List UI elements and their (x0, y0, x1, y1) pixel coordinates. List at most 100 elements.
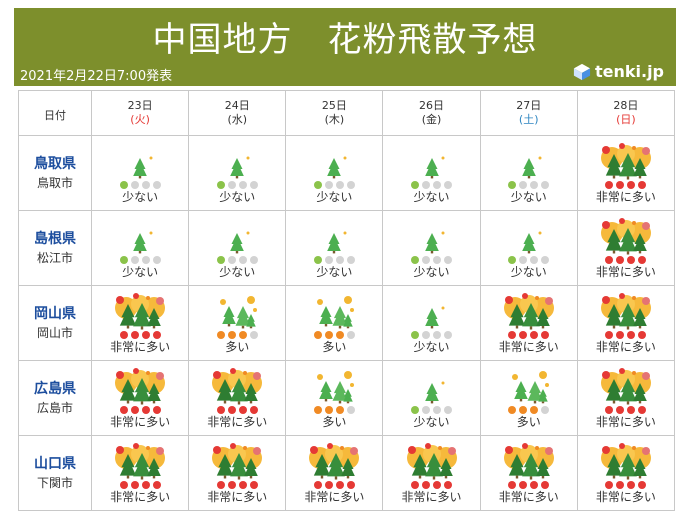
pollen-cloud (631, 445, 636, 450)
intensity-dot (216, 180, 225, 189)
pollen-cloud (618, 217, 625, 224)
intensity-dot (530, 255, 539, 264)
tree-shape (508, 303, 525, 326)
intensity-dot (519, 180, 528, 189)
single-tree-icon (424, 156, 445, 178)
tree-shape (230, 452, 249, 476)
forecast-cell: 非常に多い (285, 435, 384, 511)
intensity-dot (346, 480, 355, 489)
single-tree-icon (521, 231, 542, 253)
day-header: 25日 (木) (285, 90, 384, 136)
tree-shape (133, 452, 151, 476)
pollen-cloud (133, 292, 140, 299)
pollen-cloud (441, 306, 445, 309)
tree-shape (537, 388, 548, 402)
intensity-dot (605, 255, 614, 264)
pollen-cloud (441, 381, 445, 384)
title-banner: 中国地方 花粉飛散予想 2021年2月22日7:00発表 tenki.jp (14, 8, 676, 86)
intensity-dot (433, 255, 442, 264)
pollen-cloud (441, 231, 445, 234)
tree-shape (230, 157, 245, 176)
tree-shape (633, 307, 647, 326)
intensity-dots (383, 480, 479, 489)
forecast-cell: 多い (285, 360, 384, 436)
tree-trunk (515, 475, 518, 478)
pollen-level-label: 少ない (510, 189, 547, 204)
forecast-cell: 非常に多い (90, 285, 190, 361)
intensity-dots (189, 180, 285, 189)
intensity-dots (578, 405, 674, 414)
tree-shape (424, 307, 439, 326)
tree-shape (535, 457, 550, 476)
single-tree-icon (424, 306, 445, 328)
pollen-cloud (618, 442, 625, 449)
small-forest-icon (220, 295, 258, 328)
tree-trunk (527, 250, 530, 253)
tree-shape (424, 382, 439, 401)
intensity-dot (444, 330, 453, 339)
pollen-level-label: 非常に多い (110, 339, 171, 354)
pollen-cloud (350, 446, 359, 455)
forecast-cell: 少ない (479, 135, 578, 211)
intensity-dot (335, 480, 344, 489)
dense-forest-icon (503, 292, 554, 330)
intensity-dot (227, 330, 236, 339)
intensity-dot (541, 480, 550, 489)
pollen-cloud (631, 220, 636, 225)
intensity-dots (189, 405, 285, 414)
tree-shape (424, 157, 439, 176)
forecast-cell: 少ない (188, 210, 287, 286)
issued-timestamp: 2021年2月22日7:00発表 (20, 69, 173, 84)
tree-shape (605, 153, 623, 176)
tree-trunk (541, 475, 544, 478)
tree-trunk (138, 250, 142, 253)
intensity-dot (541, 405, 550, 414)
intensity-dot (249, 330, 258, 339)
tree-shape (633, 232, 647, 251)
pollen-cloud (504, 295, 513, 304)
intensity-dot (346, 255, 355, 264)
intensity-dot (227, 180, 236, 189)
intensity-dot (249, 255, 258, 264)
intensity-dot (313, 405, 322, 414)
tree-trunk (638, 250, 642, 253)
intensity-dot (616, 255, 625, 264)
day-weekday: (金) (421, 113, 442, 126)
day-date: 24日 (224, 99, 250, 112)
intensity-dot (508, 255, 517, 264)
forecast-cell: 少ない (90, 135, 190, 211)
intensity-dots (92, 480, 188, 489)
dense-forest-icon (600, 442, 651, 480)
pollen-cloud (521, 292, 528, 299)
tree-shape (508, 453, 525, 476)
tree-trunk (325, 398, 328, 401)
intensity-dot (616, 330, 625, 339)
intensity-dot (227, 480, 236, 489)
pollen-forecast-table: 日付 23日 (火) 24日 (水) 25日 (木) 26日 (金) 27日 (土) 28… (18, 90, 676, 511)
intensity-dot (335, 255, 344, 264)
intensity-dot (141, 180, 150, 189)
tree-trunk (152, 475, 156, 478)
intensity-dot (324, 255, 333, 264)
date-column-header: 日付 (18, 90, 92, 136)
city-name: 広島市 (36, 401, 73, 415)
tree-trunk (321, 475, 324, 478)
intensity-dot (433, 480, 442, 489)
pollen-cloud (146, 445, 151, 450)
intensity-dot (238, 180, 247, 189)
tree-shape (605, 228, 623, 251)
intensity-dots (286, 255, 382, 264)
pollen-cloud (641, 296, 650, 305)
pollen-level-label: 少ない (413, 264, 450, 279)
pollen-level-label: 非常に多い (498, 489, 559, 504)
tree-shape (521, 302, 540, 326)
intensity-dot (433, 180, 442, 189)
date-header-row: 日付 23日 (火) 24日 (水) 25日 (木) 26日 (金) 27日 (土) 28… (18, 90, 676, 136)
pollen-cloud (243, 445, 248, 450)
day-header: 24日 (水) (188, 90, 287, 136)
intensity-dot (335, 180, 344, 189)
tree-shape (619, 227, 637, 251)
pollen-cloud (116, 370, 125, 379)
intensity-dot (324, 180, 333, 189)
tree-shape (633, 457, 647, 476)
